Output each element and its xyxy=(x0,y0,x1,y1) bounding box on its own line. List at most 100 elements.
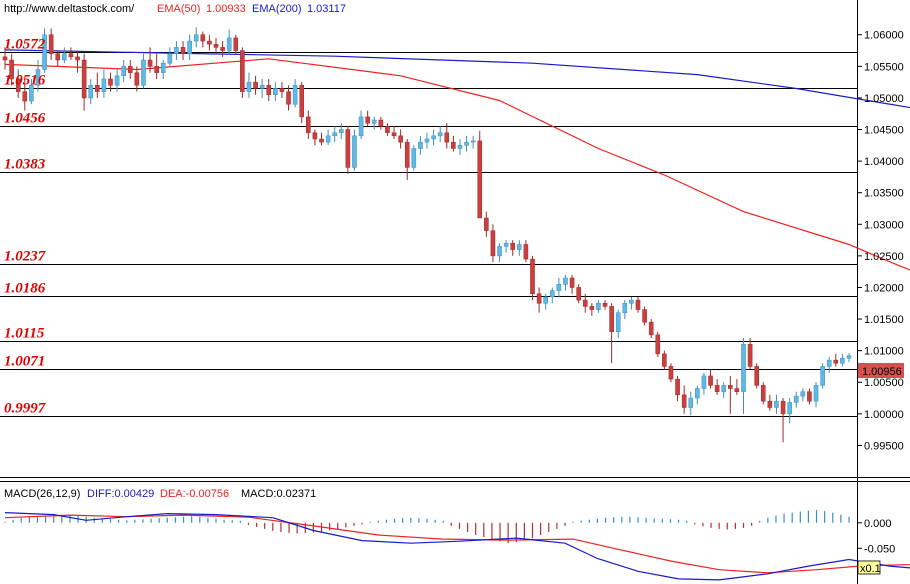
candle-body xyxy=(424,138,430,143)
candle xyxy=(556,277,562,297)
candle xyxy=(615,309,621,339)
scale-badge-bg[interactable] xyxy=(857,560,881,575)
candle xyxy=(319,132,324,146)
candle xyxy=(220,41,225,57)
candle xyxy=(259,78,265,98)
scale-badge[interactable]: x0.1 xyxy=(860,563,881,575)
candle xyxy=(121,60,126,83)
macd-tick-label: 0.000 xyxy=(864,518,892,530)
candle xyxy=(747,338,753,370)
candle-body xyxy=(754,366,759,386)
candle-body xyxy=(88,85,94,99)
candle-body xyxy=(760,385,766,402)
candle xyxy=(15,69,21,98)
candle xyxy=(576,284,581,304)
candle xyxy=(734,379,740,395)
current-price-tag-bg xyxy=(858,363,904,378)
candle-body xyxy=(180,47,186,54)
ema200-legend-value: 1.03117 xyxy=(307,3,346,15)
candle-body xyxy=(431,135,436,140)
candle xyxy=(193,27,199,48)
candle xyxy=(510,240,516,256)
candle-body xyxy=(411,148,417,168)
candle-body xyxy=(48,34,54,54)
candle-body xyxy=(615,312,621,332)
candle xyxy=(846,353,852,363)
price-tick-label: 1.02000 xyxy=(864,282,904,294)
price-tick-label: 1.02500 xyxy=(864,251,904,263)
candle xyxy=(147,47,153,73)
candle xyxy=(141,53,146,89)
candle xyxy=(358,110,364,139)
price-tick-label: 1.04000 xyxy=(864,156,904,168)
candle-body xyxy=(398,135,403,143)
candle xyxy=(695,385,700,405)
candle xyxy=(108,72,113,92)
candle xyxy=(662,350,667,370)
candle-body xyxy=(75,56,80,61)
candle-body xyxy=(154,66,159,73)
candle-body xyxy=(457,145,463,149)
candle xyxy=(787,398,792,424)
candle-body xyxy=(556,284,562,291)
candle-body xyxy=(675,378,680,396)
macd-tick-label: -0.050 xyxy=(864,543,895,555)
source-url: http://www.deltastock.com/ xyxy=(4,3,135,15)
candle-body xyxy=(543,296,548,304)
candle-body xyxy=(167,53,173,64)
candle-body xyxy=(728,385,733,389)
candle xyxy=(431,129,436,146)
candle xyxy=(582,293,588,313)
candle-body xyxy=(668,366,674,380)
candle-body xyxy=(292,85,298,105)
candle-body xyxy=(708,375,713,386)
candle xyxy=(332,126,337,143)
candle-body xyxy=(721,385,727,392)
candle-body xyxy=(688,397,694,408)
candle xyxy=(398,129,403,149)
candle-body xyxy=(589,306,595,310)
price-tick-label: 1.01000 xyxy=(864,346,904,358)
candle-body xyxy=(207,40,212,45)
candle-body xyxy=(813,385,819,402)
candle xyxy=(279,82,285,98)
candle xyxy=(286,85,291,111)
candle xyxy=(642,306,647,326)
level-label: 1.0572 xyxy=(4,37,46,53)
candle-body xyxy=(596,303,601,310)
candle-body xyxy=(246,81,252,92)
candle xyxy=(29,78,34,105)
candle-body xyxy=(655,334,661,355)
candle xyxy=(312,129,318,146)
candle xyxy=(273,82,278,102)
candle-body xyxy=(609,306,614,332)
candle xyxy=(292,78,298,108)
macd-diff-value: DIFF:0.00429 xyxy=(87,488,154,500)
candle-body xyxy=(114,75,120,86)
candle xyxy=(754,363,759,389)
candle xyxy=(708,369,713,389)
candle-body xyxy=(68,53,74,58)
candle xyxy=(714,379,720,395)
candle xyxy=(648,319,654,339)
candle-body xyxy=(530,258,535,295)
candle xyxy=(240,47,245,98)
candle xyxy=(187,34,192,61)
candle xyxy=(609,303,614,364)
candle xyxy=(503,240,509,253)
price-tick-label: 1.05000 xyxy=(864,93,904,105)
candle-body xyxy=(220,47,225,51)
candle xyxy=(629,296,634,310)
candle-body xyxy=(9,59,14,80)
ema200-line xyxy=(4,49,910,109)
candle-body xyxy=(477,140,483,219)
candle-body xyxy=(576,287,581,301)
candle xyxy=(549,287,555,304)
candle-body xyxy=(42,34,47,70)
candle-body xyxy=(338,129,344,133)
candle-body xyxy=(444,132,450,143)
candle xyxy=(536,287,542,313)
candle-body xyxy=(325,135,331,143)
candle-body xyxy=(55,53,61,61)
ema200-legend-label: EMA(200) xyxy=(252,3,302,15)
